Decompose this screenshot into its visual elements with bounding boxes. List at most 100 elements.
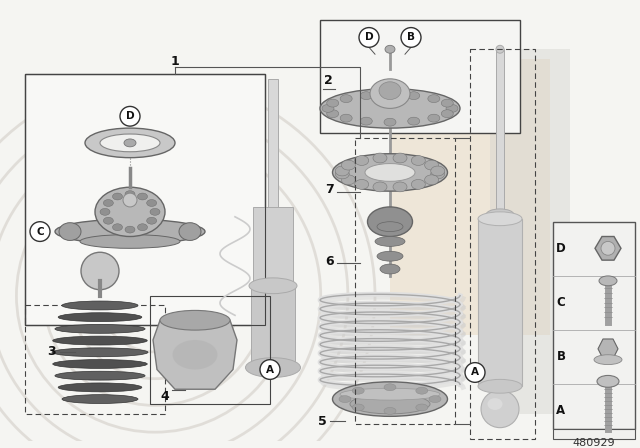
Ellipse shape: [147, 199, 157, 207]
Ellipse shape: [446, 104, 458, 112]
Ellipse shape: [352, 387, 364, 394]
Polygon shape: [598, 339, 618, 359]
Ellipse shape: [138, 224, 147, 231]
Ellipse shape: [124, 139, 136, 147]
Ellipse shape: [384, 384, 396, 391]
Ellipse shape: [370, 79, 410, 108]
Text: B: B: [407, 32, 415, 43]
Bar: [25, 74, 265, 325]
Ellipse shape: [147, 217, 157, 224]
Ellipse shape: [333, 382, 447, 416]
Ellipse shape: [350, 394, 430, 414]
Ellipse shape: [488, 398, 502, 410]
Ellipse shape: [355, 180, 369, 190]
Bar: [355, 138, 455, 424]
Ellipse shape: [408, 92, 420, 99]
Ellipse shape: [385, 45, 395, 53]
Ellipse shape: [58, 383, 142, 392]
Ellipse shape: [95, 187, 165, 237]
Circle shape: [260, 360, 280, 379]
Ellipse shape: [123, 193, 137, 207]
Circle shape: [465, 362, 485, 382]
Bar: [553, 222, 635, 429]
Ellipse shape: [55, 371, 145, 380]
Ellipse shape: [62, 301, 138, 310]
Ellipse shape: [384, 408, 396, 414]
Ellipse shape: [85, 128, 175, 158]
Ellipse shape: [138, 193, 147, 200]
Ellipse shape: [365, 164, 415, 181]
Ellipse shape: [377, 251, 403, 261]
Text: D: D: [365, 32, 373, 43]
Ellipse shape: [425, 160, 438, 170]
Ellipse shape: [367, 207, 413, 237]
Ellipse shape: [416, 387, 428, 394]
Bar: [496, 49, 504, 217]
Bar: [470, 49, 535, 439]
Ellipse shape: [594, 355, 622, 365]
Ellipse shape: [481, 390, 519, 428]
Circle shape: [120, 107, 140, 126]
Bar: [150, 296, 270, 404]
Ellipse shape: [599, 276, 617, 286]
Bar: [253, 207, 293, 286]
Text: 480929: 480929: [573, 439, 615, 448]
Ellipse shape: [373, 153, 387, 163]
Ellipse shape: [103, 217, 113, 224]
Ellipse shape: [384, 90, 396, 99]
Bar: [251, 286, 295, 365]
Ellipse shape: [249, 278, 297, 293]
Ellipse shape: [486, 209, 514, 221]
Polygon shape: [595, 237, 621, 260]
Ellipse shape: [601, 241, 615, 255]
Text: A: A: [471, 367, 479, 378]
Ellipse shape: [246, 358, 301, 377]
Text: C: C: [36, 227, 44, 237]
Text: 7: 7: [326, 183, 334, 196]
Ellipse shape: [352, 404, 364, 411]
Text: C: C: [557, 296, 565, 309]
Ellipse shape: [339, 396, 351, 403]
Ellipse shape: [431, 169, 445, 179]
Text: 6: 6: [326, 254, 334, 267]
Bar: [478, 219, 522, 386]
Ellipse shape: [428, 95, 440, 103]
Ellipse shape: [442, 99, 453, 107]
Polygon shape: [153, 320, 237, 389]
Ellipse shape: [113, 193, 122, 200]
Ellipse shape: [125, 191, 135, 198]
Ellipse shape: [340, 95, 352, 103]
Ellipse shape: [355, 155, 369, 165]
Ellipse shape: [322, 104, 334, 112]
Ellipse shape: [379, 82, 401, 99]
Ellipse shape: [431, 166, 445, 176]
Ellipse shape: [429, 396, 441, 403]
Text: 4: 4: [161, 390, 170, 403]
Ellipse shape: [52, 336, 147, 345]
Text: 5: 5: [317, 415, 326, 428]
Ellipse shape: [80, 234, 180, 248]
Ellipse shape: [425, 175, 438, 185]
Ellipse shape: [478, 212, 522, 226]
Ellipse shape: [52, 348, 148, 357]
Ellipse shape: [412, 180, 426, 190]
Ellipse shape: [333, 154, 447, 191]
Ellipse shape: [52, 360, 147, 368]
Ellipse shape: [408, 117, 420, 125]
Ellipse shape: [384, 118, 396, 126]
Text: B: B: [557, 350, 566, 363]
Bar: [320, 20, 520, 133]
Ellipse shape: [59, 223, 81, 241]
Text: D: D: [556, 242, 566, 255]
Ellipse shape: [416, 404, 428, 411]
Ellipse shape: [100, 134, 160, 152]
Bar: [490, 49, 570, 414]
Bar: [25, 306, 165, 414]
Ellipse shape: [320, 89, 460, 128]
Ellipse shape: [103, 199, 113, 207]
Ellipse shape: [340, 114, 352, 122]
Ellipse shape: [81, 252, 119, 290]
Text: 1: 1: [171, 55, 179, 68]
Circle shape: [30, 222, 50, 241]
Ellipse shape: [100, 208, 110, 215]
